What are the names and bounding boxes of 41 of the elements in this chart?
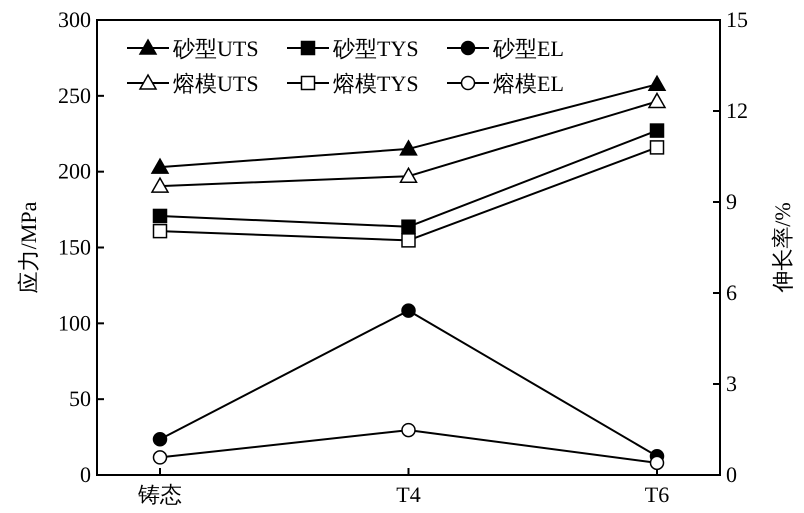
point — [401, 422, 416, 438]
point — [152, 208, 168, 224]
y-tick-label: 200 — [58, 158, 91, 184]
legend-label: 砂型EL — [492, 36, 564, 61]
point — [400, 167, 418, 183]
y-tick-label: 0 — [80, 462, 91, 487]
legend-label: 熔模EL — [493, 71, 564, 96]
point — [152, 432, 168, 446]
point — [400, 140, 418, 156]
point — [650, 140, 664, 155]
y2-tick-label: 9 — [726, 189, 737, 214]
point — [152, 450, 168, 465]
point — [401, 219, 416, 234]
y-tick-label: 250 — [58, 82, 91, 108]
x-tick-label: T4 — [396, 482, 421, 507]
y2-tick-label: 6 — [726, 280, 737, 305]
y2-axis-title: 伸长率/% — [770, 202, 795, 294]
y-tick-label: 100 — [58, 310, 91, 336]
point — [650, 123, 664, 138]
legend-label: 熔模TYS — [333, 71, 419, 96]
y-tick-label: 50 — [69, 386, 91, 412]
y2-tick-label: 12 — [726, 98, 748, 123]
y2-tick-label: 0 — [726, 462, 737, 487]
point — [650, 456, 664, 470]
point — [152, 224, 168, 238]
point — [401, 233, 416, 248]
x-tick-label: 铸态 — [137, 482, 182, 507]
y-tick-label: 150 — [58, 234, 91, 260]
y-tick-label: 300 — [58, 7, 91, 32]
y2-tick-label: 3 — [726, 371, 737, 396]
legend-label: 熔模UTS — [173, 71, 259, 96]
x-tick-label: T6 — [644, 482, 670, 507]
y2-tick-label: 15 — [726, 7, 748, 32]
legend-label: 砂型UTS — [172, 36, 259, 61]
point — [401, 303, 416, 318]
legend-label: 砂型TYS — [332, 36, 419, 61]
point — [648, 76, 666, 92]
y-axis-title: 应力/MPa — [16, 201, 41, 294]
point — [151, 177, 169, 193]
point — [151, 158, 169, 174]
point — [648, 92, 666, 108]
